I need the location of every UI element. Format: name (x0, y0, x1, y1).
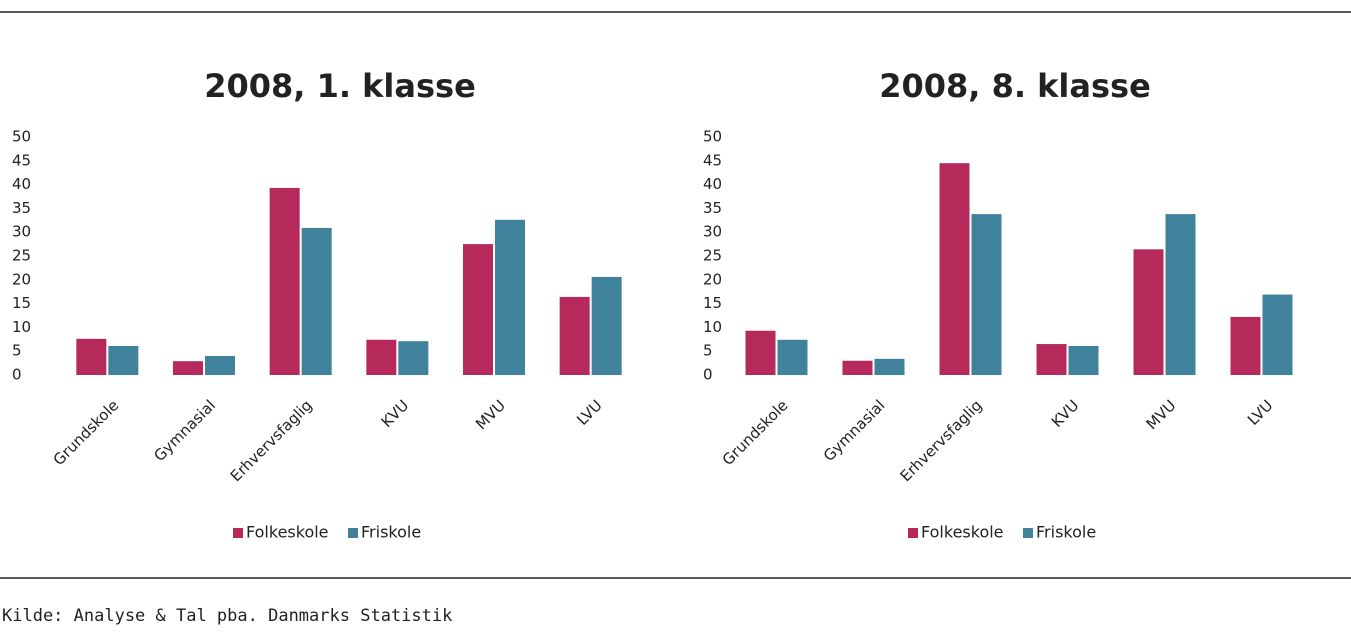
bar (559, 296, 590, 375)
bar (1230, 316, 1261, 375)
y-tick-label: 25 (12, 247, 31, 265)
x-tick-label: Erhvervsfaglig (897, 396, 986, 485)
y-tick-label: 45 (12, 151, 31, 169)
bar (366, 339, 397, 375)
legend-swatch (233, 528, 243, 538)
x-tick-label: Erhvervsfaglig (227, 396, 316, 485)
y-tick-label: 50 (12, 128, 31, 146)
bar (591, 276, 622, 375)
y-tick-label: 0 (703, 366, 713, 384)
chart-title: 2008, 1. klasse (204, 67, 476, 105)
y-tick-label: 5 (703, 342, 713, 360)
legend-label: Folkeskole (921, 523, 1004, 542)
bar (939, 163, 970, 375)
bar (398, 341, 429, 375)
y-tick-label: 10 (703, 318, 722, 336)
y-tick-label: 25 (703, 247, 722, 265)
legend-swatch (1023, 528, 1033, 538)
bar (269, 187, 300, 375)
x-tick-label: Grundskole (719, 396, 792, 469)
x-tick-label: MVU (472, 396, 509, 433)
y-tick-label: 30 (12, 223, 31, 241)
bar (495, 219, 525, 375)
bar (1068, 345, 1099, 375)
x-tick-label: KVU (1048, 396, 1083, 431)
y-tick-label: 0 (12, 366, 22, 384)
y-tick-label: 30 (703, 223, 722, 241)
y-tick-label: 20 (703, 270, 722, 288)
bar (76, 338, 107, 375)
y-tick-label: 40 (12, 175, 31, 193)
x-tick-label: MVU (1143, 396, 1180, 433)
x-tick-label: LVU (573, 396, 605, 428)
chart-title: 2008, 8. klasse (879, 67, 1151, 105)
y-tick-label: 15 (12, 294, 31, 312)
y-tick-label: 15 (703, 294, 722, 312)
y-tick-label: 45 (703, 151, 722, 169)
source: Kilde: Analyse & Tal pba. Danmarks Stati… (2, 606, 452, 626)
bar (971, 214, 1002, 375)
x-tick-label: Grundskole (50, 396, 123, 469)
y-tick-label: 10 (12, 318, 31, 336)
x-tick-label: Gymnasial (150, 396, 219, 465)
y-tick-label: 35 (12, 199, 31, 217)
bar (1036, 344, 1067, 375)
y-tick-label: 5 (12, 342, 22, 360)
legend-label: Friskole (1036, 523, 1096, 542)
bar (777, 339, 808, 375)
bar (842, 360, 873, 375)
legend-label: Folkeskole (246, 523, 329, 542)
legend-swatch (908, 528, 918, 538)
bar (463, 244, 493, 375)
y-tick-label: 50 (703, 128, 722, 146)
y-tick-label: 40 (703, 175, 722, 193)
x-tick-label: LVU (1244, 396, 1276, 428)
x-tick-label: KVU (378, 396, 413, 431)
bar (745, 330, 776, 375)
legend-label: Friskole (361, 523, 421, 542)
bar (301, 227, 332, 375)
bar (205, 355, 235, 375)
bar (1133, 249, 1164, 375)
legend-swatch (348, 528, 358, 538)
y-tick-label: 20 (12, 270, 31, 288)
bar (1262, 294, 1293, 375)
y-tick-label: 35 (703, 199, 722, 217)
bar (173, 361, 203, 375)
bar (108, 345, 139, 375)
x-tick-label: Gymnasial (820, 396, 889, 465)
bar (1165, 214, 1196, 375)
bar (874, 358, 905, 375)
